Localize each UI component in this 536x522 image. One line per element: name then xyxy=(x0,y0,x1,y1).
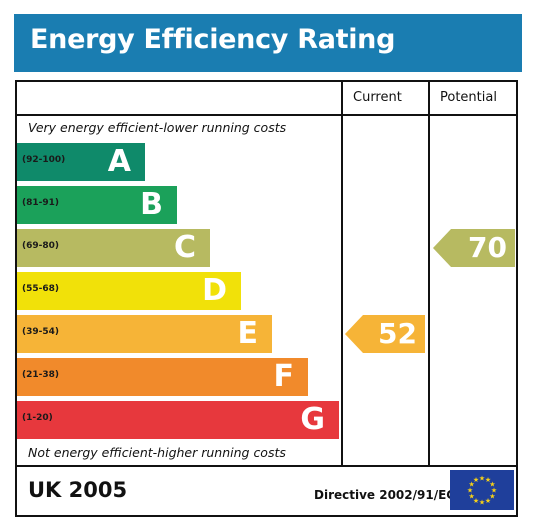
arrow-shape-potential xyxy=(433,229,515,267)
eu-star-icon: ★ xyxy=(479,499,485,507)
band-letter: G xyxy=(300,402,325,437)
column-header-potential: Potential xyxy=(440,90,497,105)
band-d: (55-68) D xyxy=(17,272,241,310)
band-letter: C xyxy=(173,230,196,265)
column-header-current: Current xyxy=(353,90,402,105)
band-f: (21-38) F xyxy=(17,358,308,396)
country-label: UK 2005 xyxy=(28,478,128,502)
column-divider-current xyxy=(341,80,343,467)
band-letter: F xyxy=(273,359,295,394)
band-c: (69-80) C xyxy=(17,229,210,267)
band-letter: B xyxy=(140,187,163,222)
header-bar: Energy Efficiency Rating xyxy=(14,14,522,72)
eu-flag-icon: ★ ★ ★ ★ ★ ★ ★ ★ ★ ★ ★ ★ xyxy=(450,470,514,510)
eu-star-icon: ★ xyxy=(479,475,485,483)
band-e: (39-54) E xyxy=(17,315,272,353)
band-b: (81-91) B xyxy=(17,186,177,224)
band-letter: A xyxy=(107,144,131,179)
eu-star-icon: ★ xyxy=(473,476,479,484)
eu-star-icon: ★ xyxy=(473,497,479,505)
directive-label: Directive 2002/91/EC xyxy=(314,488,456,502)
header-row-divider xyxy=(15,114,518,116)
band-letter: E xyxy=(237,316,259,351)
potential-rating-arrow: 70 xyxy=(433,229,515,267)
eu-stars-icon: ★★★★★★★★★ ★ ★★ xyxy=(467,475,497,507)
band-a: (92-100) A xyxy=(17,143,145,181)
current-rating-value: 52 xyxy=(378,317,417,350)
footer-row xyxy=(15,467,518,517)
eu-star-icon: ★ xyxy=(485,497,491,505)
band-range: (92-100) xyxy=(22,155,66,165)
note-efficient: Very energy efficient-lower running cost… xyxy=(28,120,287,135)
band-range: (21-38) xyxy=(22,370,60,380)
band-letter: D xyxy=(202,273,227,308)
column-divider-potential xyxy=(428,80,430,467)
eu-star-icon: ★ xyxy=(468,493,474,501)
eu-star-icon: ★ xyxy=(467,487,473,495)
band-g: (1-20) G xyxy=(17,401,339,439)
band-range: (81-91) xyxy=(22,198,60,208)
eu-star-icon: ★ xyxy=(489,493,495,501)
eu-star-icon: ★ xyxy=(485,476,491,484)
band-range: (1-20) xyxy=(22,413,53,423)
current-rating-arrow: 52 xyxy=(345,315,425,353)
eu-star-icon: ★ xyxy=(491,487,497,495)
potential-rating-value: 70 xyxy=(468,231,507,264)
arrow-shape-current xyxy=(345,315,425,353)
rating-table xyxy=(15,80,518,467)
band-range: (69-80) xyxy=(22,241,60,251)
note-inefficient: Not energy efficient-higher running cost… xyxy=(28,445,286,460)
eu-star-icon: ★ xyxy=(489,481,495,489)
page-title: Energy Efficiency Rating xyxy=(30,24,396,55)
eu-star-icon: ★ xyxy=(468,481,474,489)
band-range: (55-68) xyxy=(22,284,60,294)
band-range: (39-54) xyxy=(22,327,60,337)
